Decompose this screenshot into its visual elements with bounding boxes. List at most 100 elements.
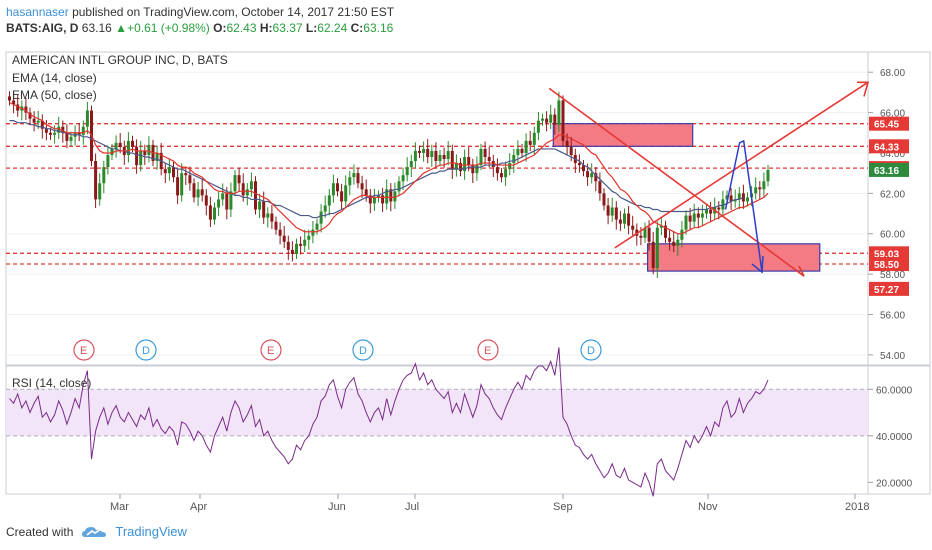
candle-body xyxy=(85,110,89,127)
candle-body xyxy=(237,175,241,184)
candle-body xyxy=(606,205,610,216)
earnings-event-icon xyxy=(260,339,282,361)
candle-body xyxy=(541,118,544,121)
candle-body xyxy=(721,199,725,210)
rsi-tick-label: 40.0000 xyxy=(876,432,913,443)
price-level-tag xyxy=(869,246,909,261)
supply-demand-zones xyxy=(552,123,821,272)
candle-body xyxy=(676,239,680,246)
candle-body xyxy=(430,150,434,158)
event-marker-letter: E xyxy=(80,345,87,357)
open-label: O: xyxy=(213,21,227,35)
candle-body xyxy=(463,157,467,172)
candle-body xyxy=(569,146,573,155)
candle-body xyxy=(315,223,319,230)
candle-body xyxy=(299,243,303,246)
price-tick-label: 60.00 xyxy=(880,230,905,241)
price-tick-label: 58.00 xyxy=(880,270,905,281)
candle-body xyxy=(286,241,290,250)
candle-body xyxy=(135,146,139,166)
candle-body xyxy=(258,201,262,210)
candle-body xyxy=(524,140,528,153)
candle-body xyxy=(623,213,626,224)
candle-body xyxy=(221,193,225,200)
candle-body xyxy=(336,183,339,192)
candle-body xyxy=(233,175,237,192)
candle-body xyxy=(520,148,524,153)
candle-body xyxy=(176,177,180,196)
candle-body xyxy=(167,167,171,174)
candle-body xyxy=(16,104,20,111)
symbol-label: BATS:AIG, D xyxy=(6,21,79,35)
price-change: +0.61 (+0.98%) xyxy=(127,21,210,35)
trend-lines xyxy=(548,81,870,277)
low-value: 62.24 xyxy=(317,21,348,35)
candle-body xyxy=(372,197,376,204)
projection-arrowhead xyxy=(751,255,764,274)
candle-body xyxy=(516,148,520,155)
candle-body xyxy=(344,185,348,202)
tradingview-brand[interactable]: TradingView xyxy=(115,524,187,539)
candle-body xyxy=(245,189,249,196)
event-marker-letter: D xyxy=(142,345,150,357)
candlestick-series xyxy=(8,91,770,278)
price-tick-label: 62.00 xyxy=(880,189,905,200)
last-price: 63.16 xyxy=(81,21,112,35)
price-level-label: 63.16 xyxy=(874,166,899,177)
low-label: L: xyxy=(305,21,318,35)
candle-body xyxy=(512,154,516,164)
price-level-tag xyxy=(869,281,909,296)
candle-body xyxy=(655,227,659,269)
candle-body xyxy=(69,136,73,141)
candle-body xyxy=(557,100,561,125)
candle-body xyxy=(643,227,647,238)
candle-body xyxy=(766,169,770,182)
candle-body xyxy=(582,165,585,172)
candle-body xyxy=(422,148,426,153)
candle-body xyxy=(266,213,270,218)
event-marker-letter: D xyxy=(359,345,367,357)
time-tick-label: Jul xyxy=(405,501,419,513)
candle-body xyxy=(664,225,667,238)
published-text: published on TradingView.com, October 14… xyxy=(72,5,395,19)
candle-body xyxy=(49,132,52,135)
candle-body xyxy=(28,112,32,119)
candle-body xyxy=(602,193,606,206)
rsi-band xyxy=(6,388,868,437)
candle-body xyxy=(577,163,581,166)
price-scale[interactable] xyxy=(867,51,931,366)
candle-body xyxy=(184,173,188,176)
candle-body xyxy=(434,150,438,162)
open-value: 62.43 xyxy=(226,21,257,35)
candle-body xyxy=(360,183,364,190)
candle-body xyxy=(467,157,471,166)
candle-body xyxy=(471,165,475,174)
high-value: 63.37 xyxy=(272,21,303,35)
candle-body xyxy=(610,207,614,216)
price-level-tag xyxy=(869,139,909,154)
candle-body xyxy=(688,215,692,222)
high-label: H: xyxy=(259,21,273,35)
candle-body xyxy=(631,225,635,230)
candle-body xyxy=(418,150,421,153)
candle-body xyxy=(172,167,175,178)
tradingview-cloud-icon xyxy=(82,526,107,537)
legend-ema14: EMA (14, close) xyxy=(12,71,97,85)
legend-rsi: RSI (14, close) xyxy=(12,376,91,390)
close-value: 63.16 xyxy=(363,21,394,35)
author-link[interactable]: hasannaser xyxy=(6,5,69,19)
candle-body xyxy=(438,154,442,162)
candle-body xyxy=(327,195,331,206)
price-pane[interactable] xyxy=(5,51,869,366)
dividend-event-icon xyxy=(580,339,602,361)
price-level-tag xyxy=(869,257,909,272)
candle-body xyxy=(40,120,44,129)
candle-body xyxy=(381,195,385,204)
candle-body xyxy=(389,189,393,202)
candle-body xyxy=(684,215,688,230)
candle-body xyxy=(348,177,352,186)
candle-body xyxy=(274,221,278,230)
candle-body xyxy=(393,191,397,202)
candle-body xyxy=(705,209,708,214)
